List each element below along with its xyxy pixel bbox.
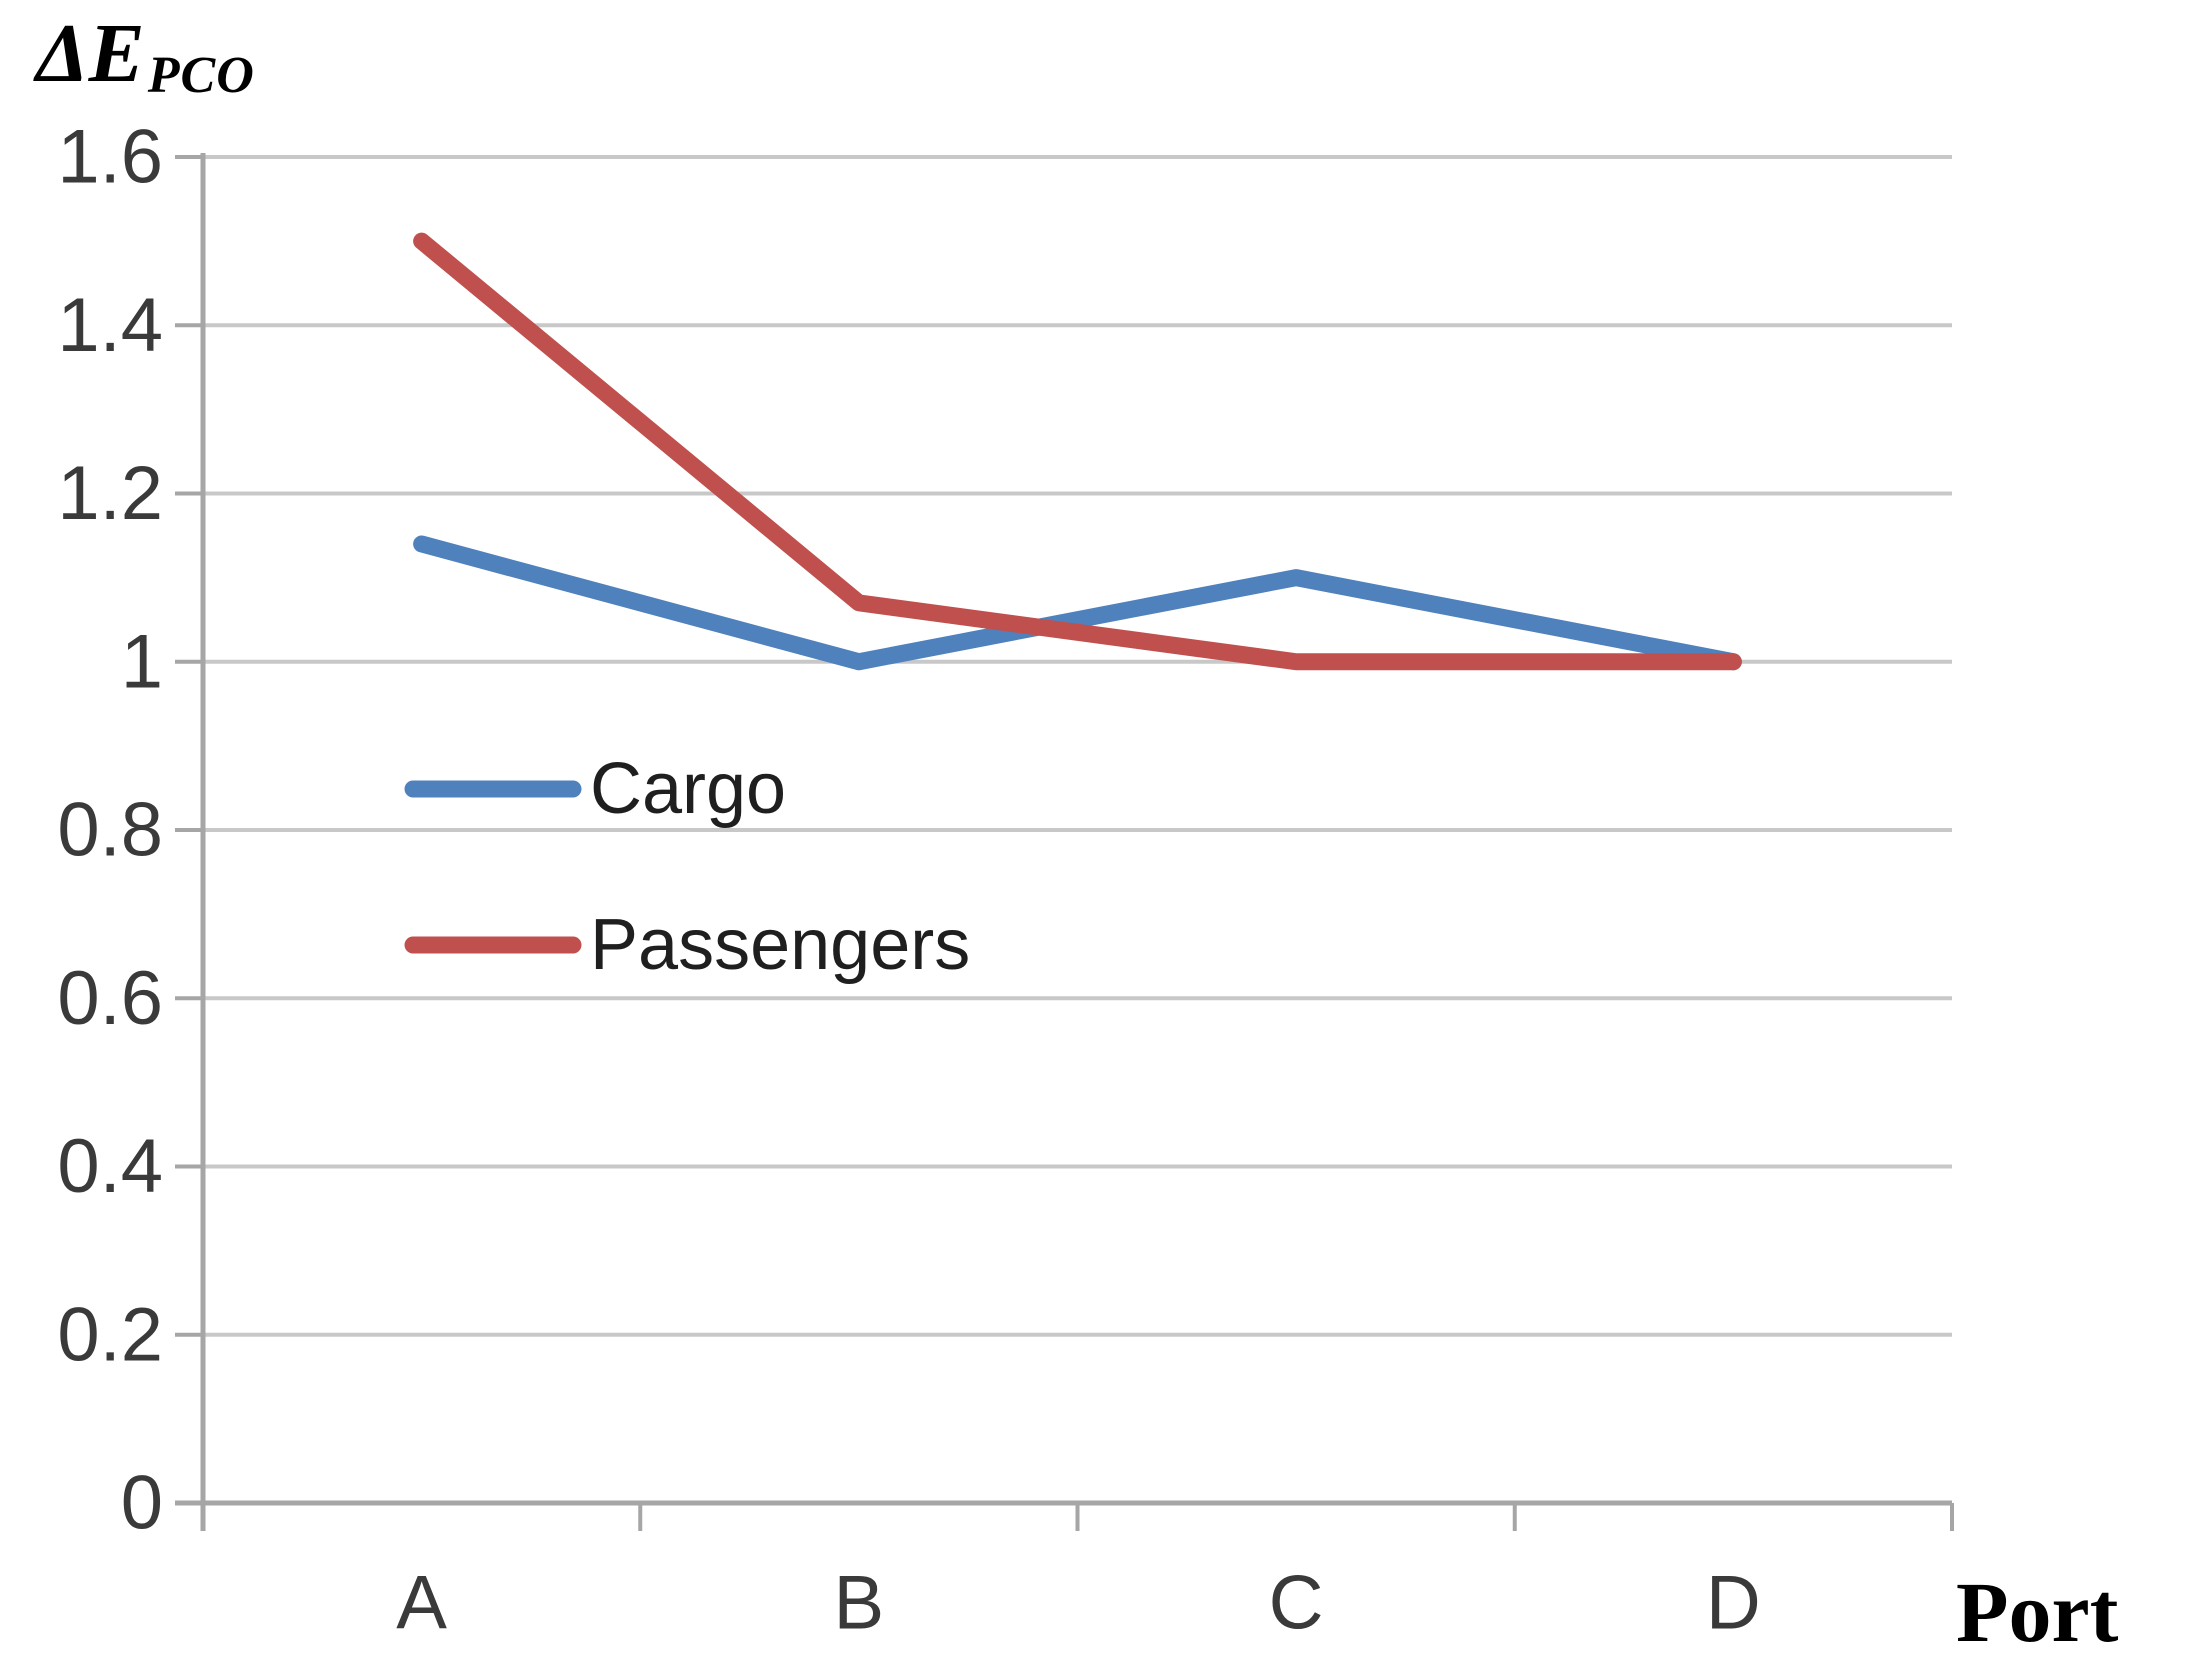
legend-label-passengers: Passengers <box>590 905 970 985</box>
series-line-cargo <box>413 535 1742 671</box>
x-axis-tick-label: D <box>1706 1561 1761 1646</box>
legend-label-cargo: Cargo <box>590 749 786 829</box>
x-axis-tick-label: C <box>1269 1561 1324 1646</box>
y-axis-tick-label: 1.4 <box>57 283 163 368</box>
y-axis-tick-label: 0.4 <box>57 1124 163 1209</box>
series-line-passengers <box>413 232 1742 671</box>
series-lines-group <box>413 232 1742 671</box>
axes-group <box>175 153 1954 1531</box>
y-axis-tick-label: 1.6 <box>57 115 163 200</box>
y-axis-tick-label: 0 <box>121 1461 163 1546</box>
x-axis-labels-group: A B C D <box>396 1561 1761 1646</box>
legend-group: Cargo Passengers <box>404 749 970 985</box>
y-axis-tick-label: 0.6 <box>57 956 163 1041</box>
x-axis-tick-label: B <box>834 1561 885 1646</box>
y-axis-title-subscript: PCO <box>147 47 255 105</box>
y-axis-labels-group: 0 0.2 0.4 0.6 0.8 1 1.2 1.4 1.6 <box>57 115 163 1546</box>
x-axis-title: Port <box>1956 1564 2119 1660</box>
y-axis-title-main: ΔE <box>36 7 145 100</box>
gridlines-group <box>203 155 1952 1337</box>
y-axis-tick-label: 0.2 <box>57 1292 163 1377</box>
y-axis-tick-label: 1 <box>121 619 163 704</box>
y-axis-tick-label: 1.2 <box>57 451 163 536</box>
y-axis-title: ΔEPCO <box>36 7 255 105</box>
y-axis-tick-label: 0.8 <box>57 788 163 873</box>
x-axis-tick-label: A <box>396 1561 447 1646</box>
